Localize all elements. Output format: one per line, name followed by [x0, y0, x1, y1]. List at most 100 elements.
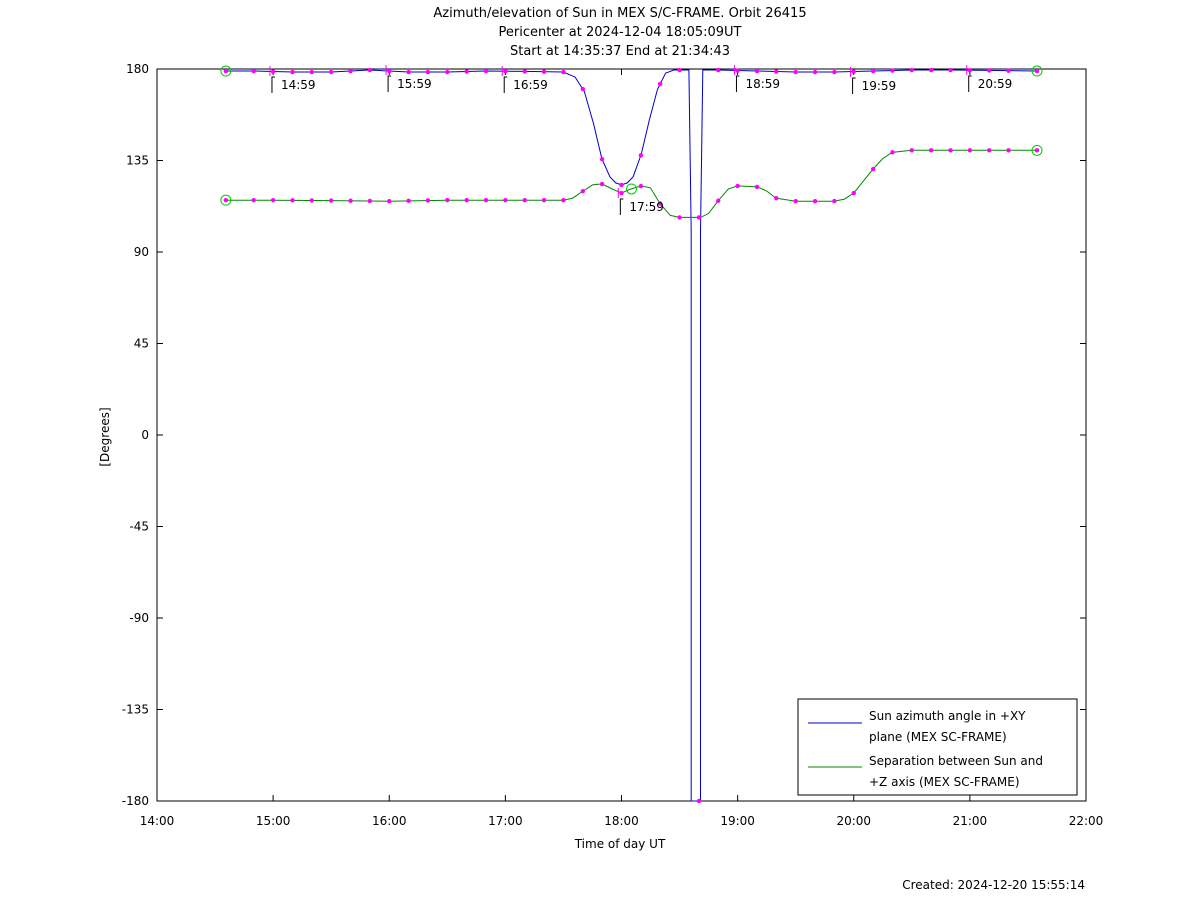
time-label-tick-1 [387, 75, 392, 93]
separation-marker-19 [619, 190, 624, 196]
time-labels: 14:59 15:59 16:59 17:59 18:59 19:59 20:59 [269, 65, 1013, 216]
separation-marker-22 [677, 215, 682, 220]
y-tick-label-4: 0 [141, 428, 149, 442]
azimuth-marker-14 [522, 69, 527, 74]
azimuth-marker-39 [1006, 68, 1011, 73]
separation-marker-15 [541, 197, 547, 203]
legend: Sun azimuth angle in +XY plane (MEX SC-F… [797, 698, 1078, 796]
separation-marker-25 [735, 183, 740, 189]
separation-marker-23 [696, 215, 702, 220]
azimuth-marker-13 [503, 69, 508, 74]
azimuth-marker-8 [406, 69, 411, 75]
legend-azimuth-line-1: Sun azimuth angle in +XY [869, 709, 1026, 723]
azimuth-marker-36 [948, 67, 953, 73]
separation-marker-35 [929, 148, 934, 153]
x-tick-label-7: 21:00 [953, 814, 988, 828]
y-tick-label-3: 45 [134, 337, 149, 351]
separation-marker-33 [890, 150, 895, 155]
separation-marker-7 [387, 198, 392, 204]
x-axis-label: Time of day UT [574, 837, 666, 851]
separation-marker-37 [967, 148, 973, 153]
separation-marker-27 [774, 195, 779, 201]
azimuth-marker-6 [367, 67, 373, 73]
separation-marker-13 [503, 197, 508, 203]
endpoint-circle-0-1 [220, 194, 232, 206]
separation-marker-18 [599, 181, 605, 187]
separation-marker-10 [445, 197, 450, 203]
chart-title-line-3: Start at 14:35:37 End at 21:34:43 [510, 44, 730, 59]
separation-marker-17 [580, 189, 586, 194]
separation-marker-16 [561, 197, 566, 203]
azimuth-marker-22 [677, 67, 682, 73]
y-tick-label-2: 90 [134, 245, 149, 259]
x-tick-label-0: 14:00 [140, 814, 175, 828]
chart-title-line-1: Azimuth/elevation of Sun in MEX S/C-FRAM… [433, 6, 806, 21]
separation-marker-24 [716, 198, 721, 203]
y-axis-label: [Degrees] [98, 407, 112, 466]
separation-marker-4 [328, 198, 334, 203]
legend-box [797, 698, 1078, 796]
azimuth-marker-19 [619, 182, 624, 188]
azimuth-marker-5 [348, 68, 353, 74]
plot-area [156, 68, 1087, 802]
azimuth-marker-23 [696, 798, 702, 804]
time-label-tick-0 [271, 76, 275, 94]
separation-marker-34 [909, 148, 915, 153]
azimuth-marker-25 [735, 68, 740, 73]
x-tick-label-5: 19:00 [720, 814, 755, 828]
separation-marker-31 [851, 190, 856, 196]
azimuth-marker-2 [290, 69, 295, 75]
separation-marker-38 [987, 148, 992, 153]
separation-marker-8 [406, 198, 411, 204]
azimuth-marker-1 [270, 69, 276, 74]
time-label-4: 18:59 [745, 77, 780, 91]
chart-title-line-2: Pericenter at 2024-12-04 18:05:09UT [498, 25, 741, 40]
time-label-2: 16:59 [513, 78, 548, 92]
azimuth-marker-17 [580, 86, 586, 92]
y-tick-label-7: -135 [122, 703, 149, 717]
separation-marker-36 [948, 148, 953, 153]
azimuth-marker-20 [638, 153, 644, 158]
separation-marker-2 [290, 198, 295, 203]
azimuth-marker-0 [251, 68, 256, 74]
data-markers [220, 65, 1043, 804]
endpoint-dot-0-1 [223, 197, 229, 203]
x-tick-label-8: 22:00 [1069, 814, 1104, 828]
azimuth-marker-35 [929, 67, 934, 73]
azimuth-marker-15 [541, 69, 547, 74]
time-label-6: 20:59 [978, 77, 1013, 91]
separation-marker-26 [754, 184, 760, 190]
time-label-tick-5 [852, 77, 856, 95]
legend-separation-line-1: Separation between Sun and [869, 754, 1043, 768]
azimuth-marker-32 [870, 68, 876, 74]
separation-marker-30 [832, 198, 837, 204]
pericenter-circle [625, 183, 637, 195]
separation-marker-0 [251, 197, 256, 203]
x-tick-label-3: 17:00 [488, 814, 523, 828]
y-tick-label-1: 135 [126, 154, 149, 168]
azimuth-marker-11 [464, 69, 469, 74]
y-tick-label-5: -45 [129, 520, 149, 534]
azimuth-marker-7 [387, 68, 392, 74]
azimuth-marker-26 [754, 68, 760, 74]
time-label-5: 19:59 [862, 79, 897, 93]
separation-marker-12 [483, 197, 489, 203]
legend-azimuth-line-2: plane (MEX SC-FRAME) [869, 730, 1007, 744]
y-tick-label-6: -90 [129, 611, 149, 625]
created-timestamp: Created: 2024-12-20 15:55:14 [902, 878, 1085, 892]
separation-marker-3 [309, 198, 314, 203]
separation-marker-1 [270, 197, 276, 203]
endpoint-dot-1-0 [1034, 68, 1040, 74]
azimuth-marker-30 [832, 69, 837, 75]
x-tick-label-1: 15:00 [256, 814, 291, 828]
azimuth-marker-29 [812, 69, 818, 75]
separation-marker-20 [638, 183, 644, 189]
azimuth-marker-31 [851, 69, 856, 74]
endpoint-circle-1-1 [1031, 144, 1043, 156]
separation-marker-14 [522, 197, 527, 203]
azimuth-marker-18 [599, 157, 605, 162]
y-tick-label-0: 180 [126, 62, 149, 76]
azimuth-marker-27 [774, 69, 779, 74]
separation-marker-28 [793, 198, 798, 204]
azimuth-marker-33 [890, 68, 895, 73]
